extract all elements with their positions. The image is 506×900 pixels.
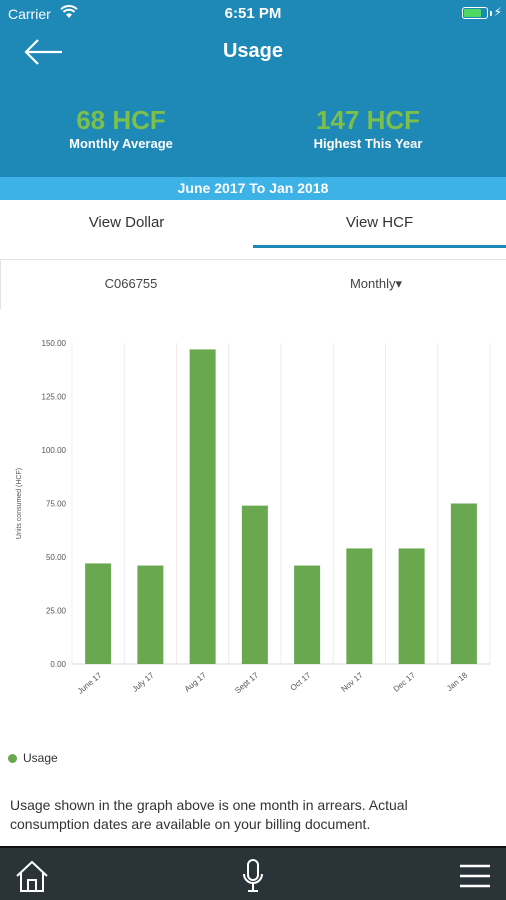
legend-swatch <box>8 754 17 764</box>
x-tick-label: Sept 17 <box>233 670 260 695</box>
monthly-average-label: Monthly Average <box>69 136 173 151</box>
battery-tip <box>490 11 492 16</box>
back-arrow-icon[interactable] <box>22 36 66 68</box>
y-axis-label: Units consumed (HCF) <box>16 468 23 539</box>
bar-jan-18 <box>450 503 477 664</box>
chart-legend: Usage <box>8 751 58 767</box>
bottom-nav <box>0 846 506 900</box>
bar-sept-17 <box>241 505 268 664</box>
charging-icon: ⚡ <box>493 5 502 19</box>
tab-view-dollar[interactable]: View Dollar <box>88 214 165 231</box>
carrier-name: Carrier <box>8 6 51 22</box>
y-tick-label: 150.00 <box>42 339 67 348</box>
date-range-banner: June 2017 To Jan 2018 <box>0 177 506 200</box>
usage-bar-chart: 0.00 25.00 50.00 75.00 100.00 125.00 150.00 Uni… <box>16 339 491 696</box>
legend-label: Usage <box>23 751 58 765</box>
monthly-average-value: 68 HCF <box>76 105 166 135</box>
view-tabs: View Dollar View HCF <box>0 200 506 248</box>
x-tick-label: Dec 17 <box>392 670 418 694</box>
account-number: C066755 <box>104 276 158 291</box>
highest-this-year-label: Highest This Year <box>313 136 423 151</box>
x-tick-label: June 17 <box>76 670 104 696</box>
bar-dec-17 <box>398 548 425 664</box>
highest-this-year-stat: 147 HCF Highest This Year <box>268 106 468 151</box>
bar-oct-17 <box>294 565 321 664</box>
x-tick-label: July 17 <box>130 670 156 694</box>
wifi-icon <box>60 5 78 18</box>
y-tick-label: 125.00 <box>42 393 67 402</box>
header-area: Carrier 6:51 PM ⚡ Usage 68 HCF Monthly A… <box>0 0 506 177</box>
filter-row: C066755 Monthly▾ <box>0 259 506 309</box>
tab-view-hcf[interactable]: View HCF <box>253 200 506 248</box>
highest-this-year-value: 147 HCF <box>315 105 421 135</box>
x-tick-label: Nov 17 <box>339 670 365 694</box>
battery-icon <box>462 7 488 19</box>
y-tick-label: 100.00 <box>42 446 67 455</box>
x-tick-label: Jan 18 <box>445 670 470 693</box>
x-tick-label: Aug 17 <box>183 670 209 694</box>
page-title: Usage <box>222 40 284 62</box>
y-tick-label: 0.00 <box>50 660 66 669</box>
bar-june-17 <box>85 563 112 664</box>
x-tick-label: Oct 17 <box>289 670 313 692</box>
bar-aug-17 <box>189 349 216 664</box>
period-dropdown[interactable]: Monthly▾ <box>349 276 403 291</box>
status-bar: Carrier 6:51 PM ⚡ <box>0 0 506 28</box>
home-icon[interactable] <box>14 858 50 894</box>
usage-note: Usage shown in the graph above is one mo… <box>10 797 408 832</box>
usage-chart: 0.00 25.00 50.00 75.00 100.00 125.00 150.00 Uni… <box>0 315 506 705</box>
y-tick-label: 75.00 <box>46 500 67 509</box>
status-time: 6:51 PM <box>224 5 282 22</box>
battery-level-fill <box>464 9 481 17</box>
hamburger-menu-icon[interactable] <box>458 862 492 890</box>
y-tick-label: 25.00 <box>46 607 67 616</box>
bar-nov-17 <box>346 548 373 664</box>
bar-july-17 <box>137 565 164 664</box>
y-tick-label: 50.00 <box>46 553 67 562</box>
monthly-average-stat: 68 HCF Monthly Average <box>21 106 221 151</box>
microphone-icon[interactable] <box>240 858 266 894</box>
